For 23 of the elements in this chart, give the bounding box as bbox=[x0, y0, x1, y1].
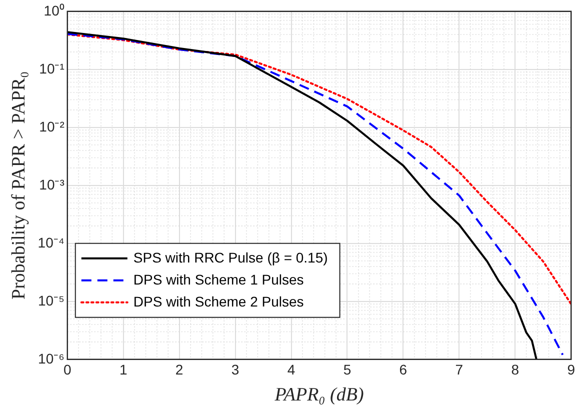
y-tick-label: 10⁻⁶ bbox=[38, 350, 64, 366]
y-tick-label: 10⁻⁵ bbox=[38, 292, 64, 308]
x-tick-label: 3 bbox=[231, 362, 240, 378]
legend-label: DPS with Scheme 1 Pulses bbox=[133, 271, 304, 288]
y-tick-label: 10⁻⁴ bbox=[38, 234, 64, 250]
x-tick-label: 7 bbox=[455, 362, 464, 378]
y-axis-title: Probability of PAPR > PAPR₀ bbox=[8, 71, 30, 300]
y-tick-label: 10⁰ bbox=[44, 2, 64, 18]
x-tick-label: 8 bbox=[511, 362, 520, 378]
y-tick-label: 10⁻² bbox=[39, 118, 65, 134]
legend-label: SPS with RRC Pulse (β = 0.15) bbox=[133, 249, 328, 266]
y-tick-label: 10⁻³ bbox=[39, 176, 65, 192]
legend-label: DPS with Scheme 2 Pulses bbox=[133, 293, 304, 310]
x-tick-label: 2 bbox=[175, 362, 184, 378]
x-axis-title: PAPR₀ (dB) bbox=[274, 384, 364, 406]
x-tick-label: 1 bbox=[119, 362, 128, 378]
y-tick-label: 10⁻¹ bbox=[39, 60, 65, 76]
x-tick-label: 0 bbox=[63, 362, 72, 378]
x-tick-label: 6 bbox=[399, 362, 408, 378]
x-tick-label: 5 bbox=[343, 362, 352, 378]
x-tick-label: 4 bbox=[287, 362, 296, 378]
x-tick-label: 9 bbox=[567, 362, 576, 378]
line-series bbox=[67, 33, 572, 306]
